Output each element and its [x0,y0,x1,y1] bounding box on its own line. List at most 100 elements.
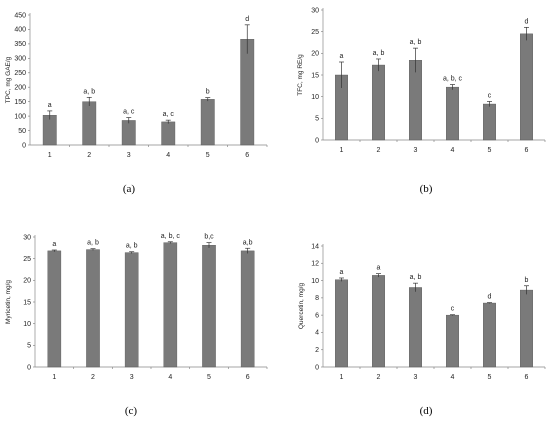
significance-label: b [525,277,529,284]
x-tick-label: 3 [130,374,134,381]
bar [520,33,533,141]
y-tick-label: 5 [315,116,319,123]
bar [202,245,216,368]
y-tick-label: 8 [315,295,319,302]
bar [409,287,422,368]
x-tick-label: 5 [207,374,211,381]
x-tick-label: 3 [414,374,418,381]
bar [240,250,255,368]
significance-label: c [451,306,455,313]
x-tick-label: 2 [377,374,381,381]
y-tick-label: 100 [14,113,26,120]
bar-chart-myricetin: 0 5 10 15 20 25 30 Myricetin, mg/g a 1 a, b 2 a, b 3 a… [5,233,268,381]
y-tick-label: 200 [14,85,26,92]
bar [47,250,62,368]
x-tick-label: 6 [246,374,250,381]
bar [372,64,385,141]
x-tick-label: 5 [206,152,210,159]
bar [161,121,176,146]
x-tick-label: 1 [340,374,344,381]
y-tick-label: 0 [315,137,319,144]
significance-label: d [525,18,529,25]
significance-label: a, b [126,243,138,250]
x-tick-label: 2 [377,147,381,154]
panel-label-d: (d) [419,405,433,417]
bar [446,314,459,368]
y-tick-label: 0 [315,364,319,371]
y-tick-label: 25 [311,29,319,36]
bar [483,103,496,141]
x-tick-label: 2 [87,152,91,159]
significance-label: c [488,92,492,99]
panel-label-a: (a) [122,183,136,195]
bar [240,39,255,146]
x-tick-label: 4 [168,374,172,381]
chart-panel-c: 0 5 10 15 20 25 30 Myricetin, mg/g a 1 a, b 2 a, b 3 a… [0,222,275,422]
y-tick-label: 6 [315,312,319,319]
y-tick-label: 0 [27,364,31,371]
x-tick-label: 1 [48,152,52,159]
bar [446,86,459,141]
significance-label: a [340,53,344,60]
bar [483,302,496,368]
chart-panel-b: 0 5 10 15 20 25 30 TFC, mg RE/g a 1 a, b 2 a, b 3 a, b… [290,0,550,200]
significance-label: a [340,269,344,276]
significance-label: a, b, c [443,76,463,83]
significance-label: d [488,294,492,301]
y-tick-label: 30 [23,234,31,241]
y-tick-label: 2 [315,347,319,354]
x-tick-label: 4 [451,374,455,381]
significance-label: b [206,89,210,96]
x-tick-label: 6 [525,374,529,381]
bar [520,289,533,368]
bar [163,242,178,368]
y-tick-label: 10 [311,278,319,285]
y-tick-label: 12 [311,261,319,268]
significance-label: a, b [410,39,422,46]
significance-label: a,b [243,239,253,246]
y-tick-label: 400 [14,27,26,34]
y-tick-label: 10 [23,321,31,328]
y-axis-label: Myricetin, mg/g [5,280,12,324]
y-axis-label: Quercetin, mg/g [298,282,305,329]
x-tick-label: 5 [488,374,492,381]
x-tick-label: 4 [166,152,170,159]
y-axis-label: TPC, mg GAE/g [5,56,12,103]
y-tick-label: 14 [311,243,319,250]
chart-panel-d: 0 2 4 6 8 10 12 14 Quercetin, mg/g a 1 a 2 a, b 3 c 4 d 5 b… [290,222,550,422]
y-tick-label: 250 [14,70,26,77]
significance-label: a, b [83,88,95,95]
x-tick-label: 4 [451,147,455,154]
bar-chart-tfc: 0 5 10 15 20 25 30 TFC, mg RE/g a 1 a, b 2 a, b 3 a, b… [297,7,546,154]
y-tick-label: 150 [14,99,26,106]
significance-label: a, b [373,50,385,57]
x-tick-label: 2 [91,374,95,381]
bar [335,279,348,368]
panel-label-b: (b) [419,183,433,195]
y-tick-label: 15 [311,72,319,79]
bar-chart-tpc: 0 50 100 150 200 250 300 350 400 450 TPC, mg GAE/g… [5,12,268,159]
chart-panel-a: 0 50 100 150 200 250 300 350 400 450 TPC, mg GAE/g… [0,0,275,200]
y-tick-label: 20 [311,51,319,58]
y-tick-label: 20 [23,278,31,285]
significance-label: a, b [410,274,422,281]
significance-label: d [245,16,249,23]
significance-label: a [52,241,56,248]
y-tick-label: 50 [18,128,26,135]
x-tick-label: 5 [488,147,492,154]
x-tick-label: 3 [127,152,131,159]
bar [372,275,385,368]
bar [42,115,57,146]
bar [121,120,136,146]
y-tick-label: 10 [311,94,319,101]
y-tick-label: 15 [23,299,31,306]
bar-chart-quercetin: 0 2 4 6 8 10 12 14 Quercetin, mg/g a 1 a 2 a, b 3 c 4 d 5 b… [298,243,546,381]
x-tick-label: 3 [414,147,418,154]
y-tick-label: 5 [27,343,31,350]
bar [124,252,139,368]
y-tick-label: 25 [23,256,31,263]
x-tick-label: 6 [525,147,529,154]
x-tick-label: 1 [52,374,56,381]
significance-label: a [48,102,52,109]
y-tick-label: 0 [22,142,26,149]
